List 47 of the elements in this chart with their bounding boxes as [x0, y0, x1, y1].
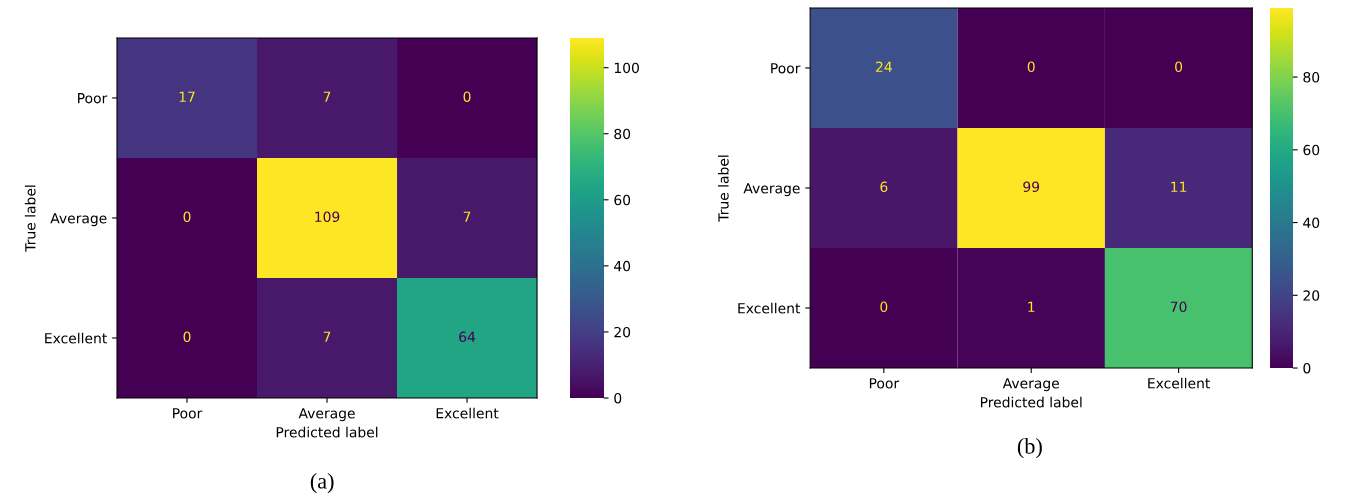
data-label: 0: [880, 301, 888, 313]
color-bar-label: 100: [614, 62, 639, 74]
x-tick-label: Excellent: [436, 407, 499, 419]
y-tick-label: Poor: [771, 63, 801, 74]
data-label: 17: [179, 91, 195, 102]
data-label: 0: [463, 91, 471, 102]
color-bar-label: 20: [614, 326, 631, 338]
x-axis-title: Predicted label: [980, 396, 1082, 408]
data-label: 0: [1027, 61, 1035, 73]
data-label: 1: [1028, 301, 1035, 312]
x-tick-label: Poor: [173, 408, 203, 419]
x-axis-title: Predicted label: [276, 426, 378, 438]
text: (b): [1017, 438, 1042, 459]
y-tick-label: Average: [743, 183, 800, 197]
y-axis-title: True label: [717, 155, 729, 222]
y-axis-title: True label: [24, 185, 36, 252]
color-bar-label: 20: [1303, 290, 1320, 301]
y-tick-label: Excellent: [738, 302, 801, 314]
color-bar-label: 80: [1303, 72, 1320, 83]
data-label: 70: [1170, 301, 1187, 313]
data-label: 109: [315, 211, 340, 222]
color-bar-label: 40: [614, 260, 631, 272]
x-tick-label: Average: [298, 408, 355, 422]
data-label: 64: [459, 331, 476, 343]
text: (a): [310, 472, 334, 494]
color-bar-label: 60: [1303, 144, 1320, 156]
data-label: 7: [323, 91, 331, 102]
color-bar-label: 40: [1303, 217, 1320, 229]
data-label: 11: [1171, 181, 1187, 192]
y-tick-label: Poor: [78, 93, 108, 104]
data-label: 6: [880, 181, 888, 193]
data-label: 7: [463, 211, 471, 222]
x-tick-label: Average: [1002, 378, 1059, 392]
data-label: 99: [1023, 181, 1040, 193]
color-bar-label: 60: [614, 194, 631, 206]
data-label: 0: [183, 211, 191, 222]
color-bar-label: 80: [614, 128, 631, 140]
x-tick-label: Poor: [869, 378, 900, 389]
y-tick-label: Excellent: [45, 332, 107, 344]
data-label: 24: [876, 61, 892, 72]
data-label: 0: [1175, 61, 1183, 73]
color-bar-label: 0: [614, 392, 622, 404]
data-label: 0: [183, 331, 191, 343]
color-bar-label: 0: [1303, 362, 1311, 374]
y-tick-label: Average: [50, 213, 107, 227]
data-label: 7: [323, 331, 331, 342]
x-tick-label: Excellent: [1148, 377, 1210, 389]
